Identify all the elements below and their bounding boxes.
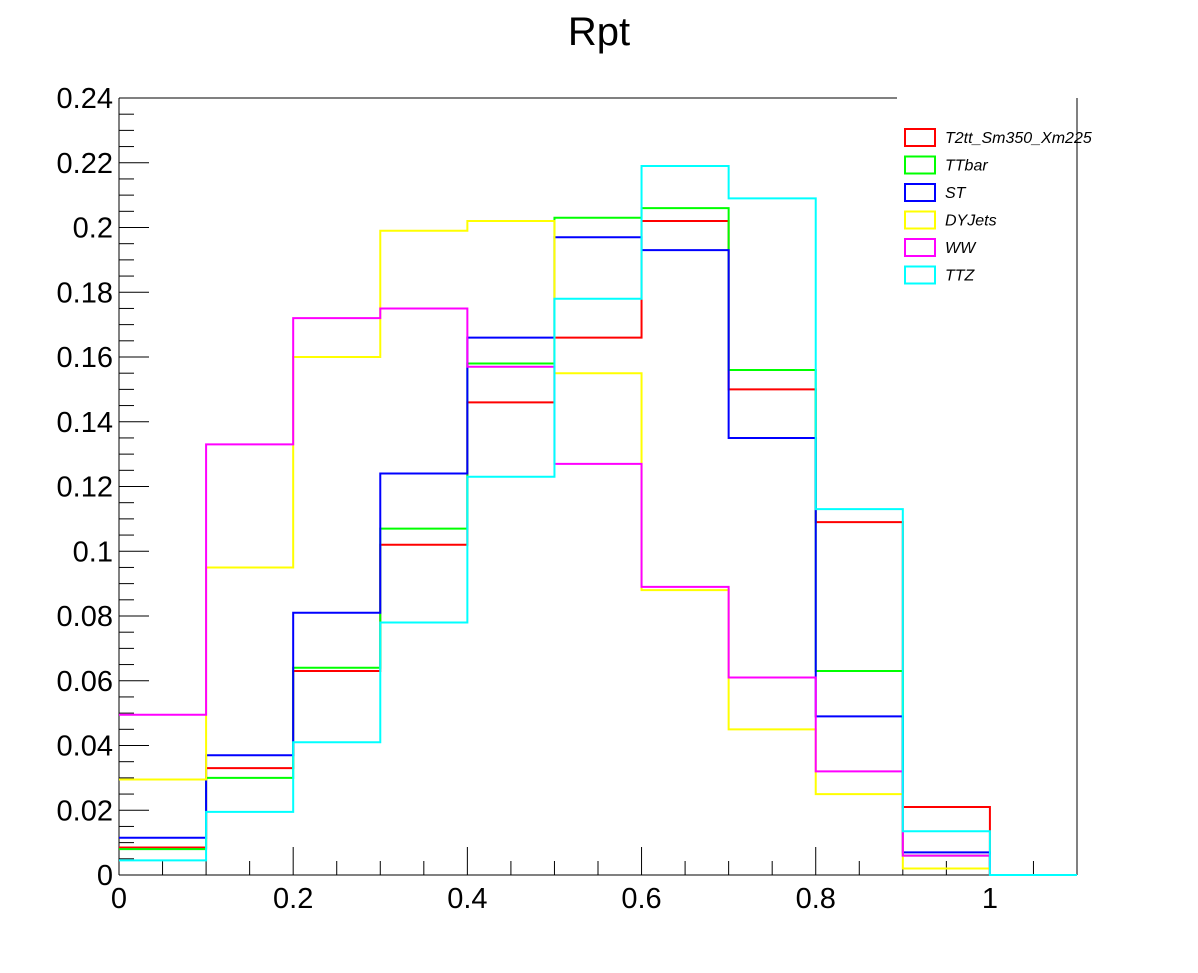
legend-label: T2tt_Sm350_Xm225 [945, 130, 1092, 147]
x-tick-label: 0 [111, 883, 127, 915]
x-tick-label: 1 [982, 883, 998, 915]
series-step-line [119, 307, 1077, 876]
y-tick-label: 0.1 [73, 536, 113, 568]
y-tick-label: 0.24 [57, 83, 113, 115]
y-tick-label: 0.02 [57, 795, 113, 827]
legend-item: DYJets [904, 210, 997, 230]
x-tick-label: 0.6 [621, 883, 661, 915]
series-st [119, 236, 1077, 876]
y-tick-label: 0.12 [57, 472, 113, 504]
y-tick-label: 0.04 [57, 731, 113, 763]
legend-item: T2tt_Sm350_Xm225 [904, 128, 1092, 147]
y-tick-label: 0.08 [57, 601, 113, 633]
series-ttbar [119, 207, 1077, 876]
y-tick-label: 0 [97, 860, 113, 892]
chart-title: Rpt [568, 10, 630, 54]
y-tick-label: 0.14 [57, 407, 113, 439]
legend-label: TTZ [945, 268, 976, 285]
axes: 0 0.2 0.4 0.6 0.8 1 0 0.02 0.04 0.06 0.08 0.1 0.12 0.… [57, 83, 1078, 915]
x-tick-label: 0.2 [273, 883, 313, 915]
x-tick-label: 0.8 [796, 883, 836, 915]
legend-item: ST [904, 183, 967, 202]
y-tick-label: 0.06 [57, 666, 113, 698]
legend-item: TTbar [904, 155, 988, 175]
y-tick-label: 0.18 [57, 277, 113, 309]
legend: T2tt_Sm350_Xm225 TTbar ST DYJets WW TTZ [904, 128, 1092, 285]
legend-item: TTZ [904, 265, 976, 285]
series-step-line [119, 207, 1077, 876]
legend-label: ST [945, 185, 967, 202]
x-tick-label: 0.4 [447, 883, 487, 915]
series-step-line [119, 236, 1077, 876]
legend-swatch [904, 128, 936, 147]
legend-swatch [904, 210, 936, 230]
histogram-series [119, 164, 1077, 876]
y-tick-label: 0.2 [73, 213, 113, 245]
legend-swatch [904, 265, 936, 285]
series-ttz [119, 164, 1077, 876]
legend-label: DYJets [945, 213, 997, 230]
series-ww [119, 307, 1077, 876]
y-tick-label: 0.16 [57, 342, 113, 374]
legend-swatch [904, 183, 936, 202]
series-step-line [119, 164, 1077, 876]
legend-label: WW [945, 240, 977, 257]
legend-label: TTbar [945, 158, 988, 175]
legend-swatch [904, 238, 936, 257]
legend-swatch [904, 155, 936, 175]
y-tick-label: 0.22 [57, 148, 113, 180]
legend-item: WW [904, 238, 977, 257]
